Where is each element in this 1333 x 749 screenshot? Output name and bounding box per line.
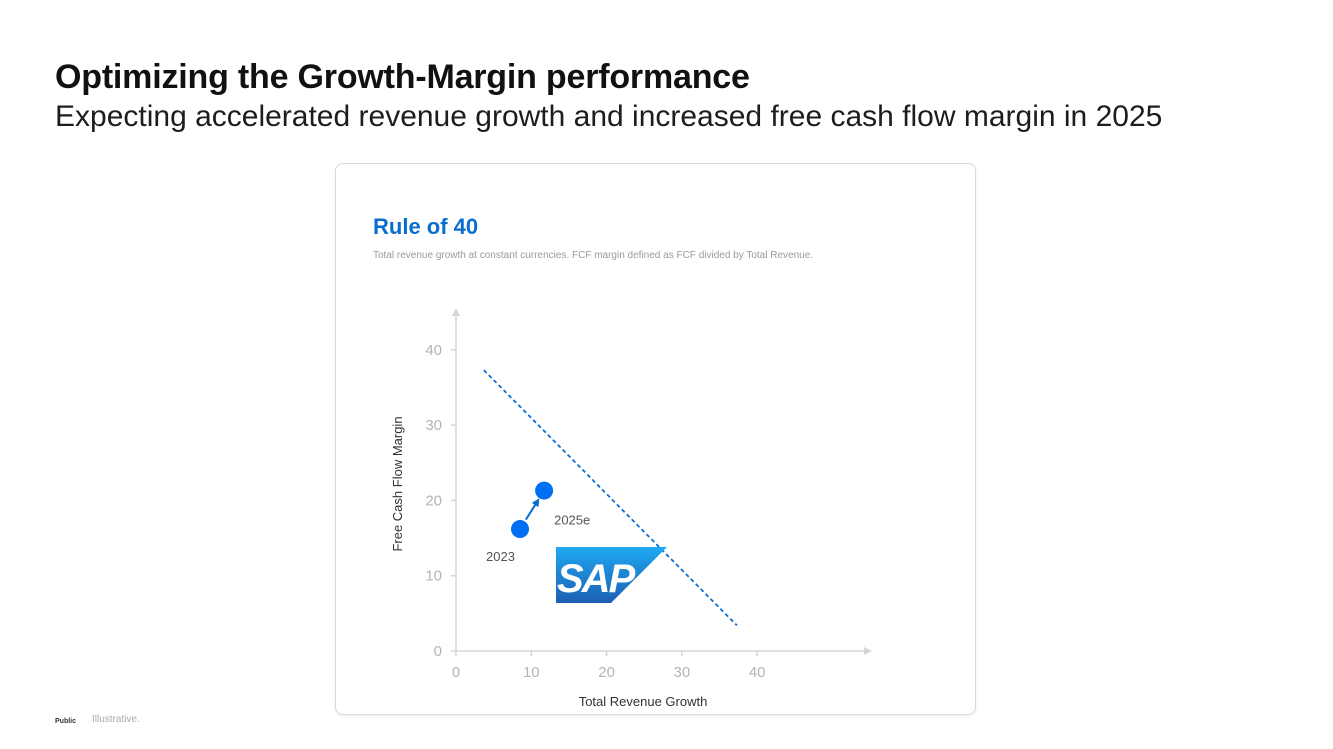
page-title: Optimizing the Growth-Margin performance xyxy=(55,58,750,96)
chart-title: Rule of 40 xyxy=(373,214,479,239)
x-tick-label: 0 xyxy=(452,664,460,681)
trend-arrow xyxy=(525,498,540,521)
x-tick-label: 10 xyxy=(523,664,540,681)
x-axis-arrow-icon xyxy=(864,647,872,655)
x-tick-label: 30 xyxy=(674,664,691,681)
chart-card: Rule of 40 Total revenue growth at const… xyxy=(335,163,976,715)
x-tick-label: 20 xyxy=(598,664,615,681)
data-point-label: 2023 xyxy=(486,549,515,564)
data-point-2023 xyxy=(511,520,530,539)
y-axis-title: Free Cash Flow Margin xyxy=(390,416,405,551)
y-tick-label: 10 xyxy=(425,568,442,585)
y-tick-label: 30 xyxy=(425,417,442,434)
data-point-label: 2025e xyxy=(554,513,590,528)
data-point-2025e xyxy=(535,481,554,500)
y-tick-label: 20 xyxy=(425,492,442,509)
sap-logo: SAP xyxy=(556,547,667,603)
rule-of-40-line xyxy=(483,369,738,627)
footer-note: Illustrative. xyxy=(92,714,140,725)
chart-note: Total revenue growth at constant currenc… xyxy=(373,250,814,261)
x-axis-title: Total Revenue Growth xyxy=(579,694,708,709)
page-subtitle: Expecting accelerated revenue growth and… xyxy=(55,100,1163,133)
y-axis-arrow-icon xyxy=(452,308,460,316)
classification-label: Public xyxy=(55,718,77,725)
sap-logo-text: SAP xyxy=(557,557,636,601)
x-tick-label: 40 xyxy=(749,664,766,681)
y-tick-label: 40 xyxy=(425,342,442,359)
y-tick-label: 0 xyxy=(434,643,442,660)
rule-of-40-chart: 0 10 20 30 40 0 10 20 30 40 SAP 2023 2025e Total … xyxy=(390,308,872,709)
